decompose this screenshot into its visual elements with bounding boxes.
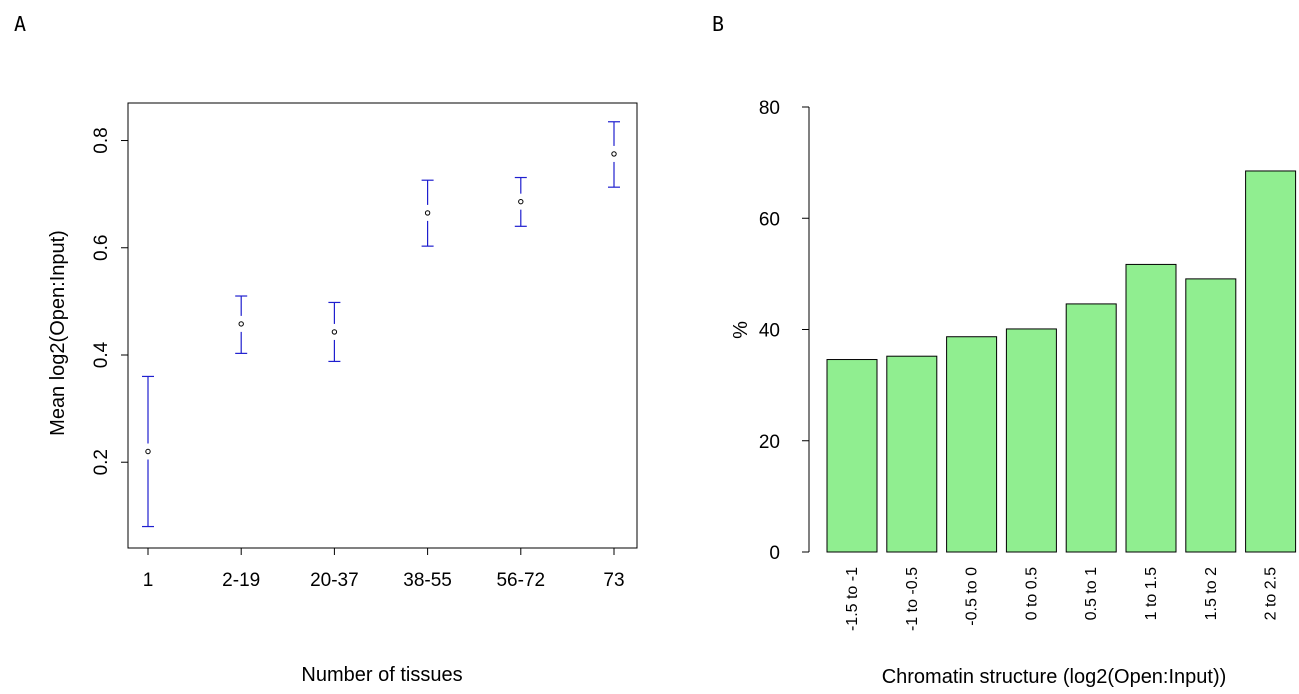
chart-b-y-tick-label: 60: [759, 209, 780, 230]
chart-a-point: [611, 151, 617, 157]
chart-b-bar: [886, 355, 938, 553]
chart-a-y-tick-label: 0.8: [91, 127, 112, 153]
chart-b-y-axis: 0 20 40 60 80: [759, 98, 810, 564]
chart-a-errorbar: [608, 121, 620, 188]
chart-b-x-tick-label: 1.5 to 2: [1203, 567, 1220, 620]
chart-b-bar: [1245, 170, 1297, 553]
chart-a-plot-box: [127, 102, 638, 549]
panel-a-label: A: [14, 12, 26, 36]
chart-a-errorbar: [514, 176, 527, 227]
chart-b-bar: [1125, 263, 1177, 553]
panel-b-label: B: [712, 12, 724, 36]
chart-a-errorbar: [328, 301, 341, 363]
chart-b-x-tick-label: -0.5 to 0: [964, 567, 981, 626]
chart-a-marks: [142, 121, 620, 528]
chart-a-point: [424, 210, 431, 216]
chart-b-x-tick-label: 2 to 2.5: [1263, 567, 1280, 620]
chart-a-point: [145, 448, 151, 455]
chart-a-x-tick-label: 38-55: [403, 570, 452, 591]
chart-b-y-tick-label: 40: [759, 321, 780, 342]
chart-a-y-axis-label: Mean log2(Open:Input): [47, 230, 69, 436]
chart-a-errorbar: [142, 375, 154, 528]
chart-b-y-tick-label: 80: [759, 98, 780, 119]
chart-b-x-tick-label: 1 to 1.5: [1143, 567, 1160, 620]
chart-b-y-axis-label: %: [730, 321, 752, 339]
chart-b-bar: [826, 359, 878, 553]
chart-b-x-tick-label: 0 to 0.5: [1023, 567, 1040, 620]
chart-b: 0 20 40 60 80 -1.5 to -1 -1 to -0.5 -0.5 to 0 0…: [730, 98, 1297, 688]
chart-a-x-tick-label: 20-37: [310, 570, 359, 591]
chart-a-point: [518, 198, 524, 205]
chart-b-x-tick-label: -1.5 to -1: [844, 567, 861, 631]
chart-a-errorbar: [235, 295, 248, 354]
chart-b-bars: [826, 170, 1297, 553]
chart-b-x-tick-label: 0.5 to 1: [1083, 567, 1100, 620]
chart-a-y-tick-label: 0.4: [91, 341, 112, 368]
chart-b-x-axis-label: Chromatin structure (log2(Open:Input)): [882, 666, 1227, 688]
chart-b-y-tick-label: 20: [759, 432, 780, 453]
chart-a-errorbar: [421, 179, 434, 247]
chart-b-bar: [1005, 328, 1057, 553]
chart-a-x-tick-label: 2-19: [222, 570, 260, 591]
chart-b-bar: [946, 336, 998, 553]
chart-a-point: [238, 321, 244, 327]
chart-a-x-tick-label: 56-72: [496, 570, 545, 591]
chart-b-bar: [1065, 303, 1117, 553]
chart-a-x-axis: 1 2-19 20-37 38-55 56-72 73: [143, 548, 625, 591]
chart-a-y-tick-label: 0.2: [91, 449, 112, 475]
chart-b-x-axis: -1.5 to -1 -1 to -0.5 -0.5 to 0 0 to 0.5 0.5…: [844, 567, 1280, 631]
chart-b-y-tick-label: 0: [769, 543, 780, 564]
chart-a-y-axis: 0.2 0.4 0.6 0.8: [91, 127, 128, 475]
chart-a: 0.2 0.4 0.6 0.8 1 2-19 20-37 38-55 56-72 73 Mean…: [47, 102, 638, 686]
chart-a-x-tick-label: 73: [603, 570, 624, 591]
chart-b-bar: [1185, 278, 1237, 553]
chart-a-x-tick-label: 1: [143, 570, 154, 591]
chart-a-point: [331, 329, 338, 335]
chart-b-x-tick-label: -1 to -0.5: [904, 567, 921, 631]
chart-a-x-axis-label: Number of tissues: [301, 664, 462, 686]
chart-a-y-tick-label: 0.6: [91, 235, 112, 261]
